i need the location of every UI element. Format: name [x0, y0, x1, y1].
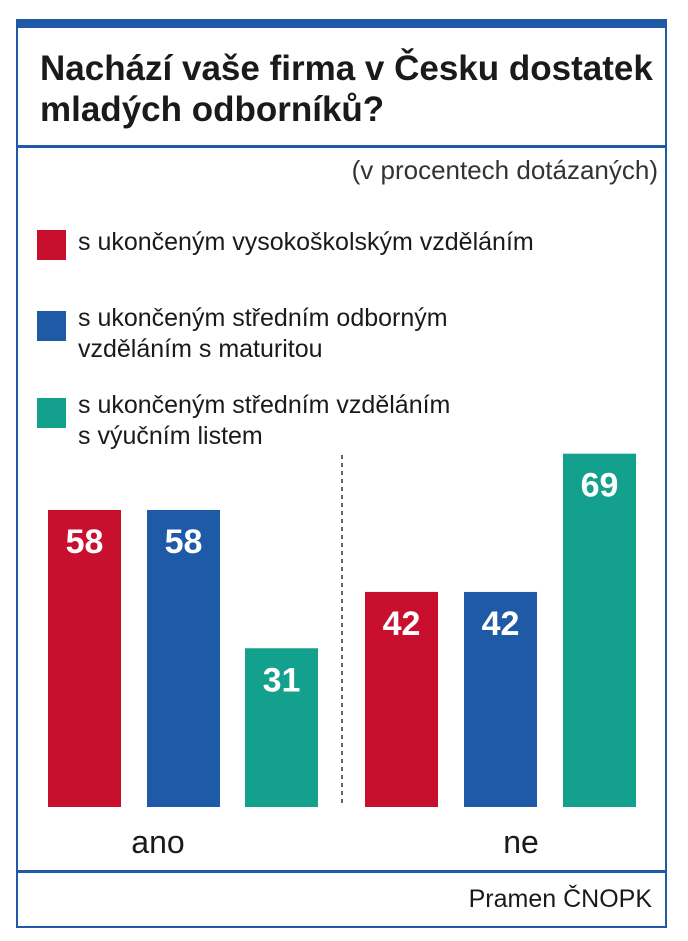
chart-title: Nachází vaše firma v Česku dostatek mlad… — [40, 49, 653, 129]
legend-swatch-red — [37, 230, 66, 260]
chart-subtitle: (v procentech dotázaných) — [351, 155, 658, 185]
bar-ne-series-0 — [365, 591, 438, 807]
bar-ano-series-1 — [147, 510, 220, 807]
data-label-ano-series-2: 31 — [263, 661, 301, 699]
data-label-ano-series-1: 58 — [165, 523, 203, 561]
source-divider — [18, 870, 665, 873]
legend-label-secondary-apprentice: s ukončeným středním vzděláním s výučním… — [78, 391, 451, 450]
bar-ne-series-2 — [563, 453, 636, 807]
data-label-ne-series-1: 42 — [482, 605, 520, 643]
bar-ano-series-0 — [48, 510, 121, 807]
title-divider — [18, 145, 665, 148]
legend-label-secondary-maturita: s ukončeným středním odborným vzděláním … — [78, 304, 448, 363]
legend-swatch-green — [37, 398, 66, 428]
source-note: Pramen ČNOPK — [468, 885, 652, 913]
data-label-ne-series-0: 42 — [383, 605, 421, 643]
bar-ano-series-2 — [245, 648, 318, 807]
category-label-ano: ano — [131, 824, 184, 860]
data-label-ano-series-0: 58 — [66, 523, 104, 561]
legend-label-university: s ukončeným vysokoškolským vzděláním — [78, 228, 534, 256]
bar-ne-series-1 — [464, 591, 537, 807]
legend-swatch-blue — [37, 311, 66, 341]
data-label-ne-series-2: 69 — [581, 467, 619, 505]
category-label-ne: ne — [503, 824, 539, 860]
